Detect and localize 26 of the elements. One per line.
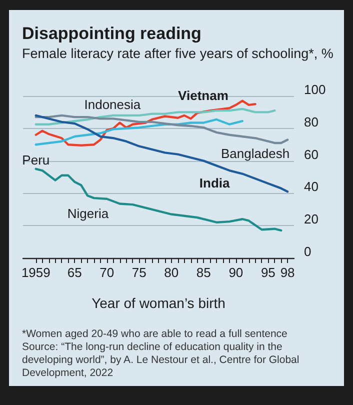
y-tick-label: 60 bbox=[304, 146, 318, 162]
chart-title: Disappointing reading bbox=[22, 24, 202, 44]
y-tick-label: 40 bbox=[304, 179, 318, 194]
x-tick-label: 98 bbox=[280, 265, 295, 280]
x-tick-label: 95 bbox=[260, 265, 276, 280]
series-label: Nigeria bbox=[67, 206, 110, 222]
x-tick-label: 85 bbox=[196, 265, 211, 280]
series-label: Indonesia bbox=[84, 97, 142, 112]
x-tick-label: 80 bbox=[164, 265, 179, 280]
chart-subtitle: Female literacy rate after five years of schooling*, % bbox=[22, 46, 334, 61]
y-tick-label: 80 bbox=[304, 114, 318, 130]
series-label: Peru bbox=[22, 152, 50, 168]
source-note: Source: “The long-run decline of education quality in the developing world”, by A. Le Nestour et al., Centre for Global Development, 2022 bbox=[22, 341, 300, 380]
x-tick-label: 90 bbox=[228, 265, 244, 280]
text: *Women aged 20-49 who are able to read a full sentence bbox=[22, 328, 288, 341]
x-tick-label: 75 bbox=[132, 265, 146, 280]
y-tick-label: 20 bbox=[304, 212, 318, 227]
x-tick-label: 65 bbox=[67, 265, 82, 280]
y-tick-label: 100 bbox=[304, 82, 326, 97]
x-tick-label: 70 bbox=[100, 265, 114, 280]
x-tick-label: 1959 bbox=[21, 265, 50, 280]
x-axis-title: Year of woman’s birth bbox=[92, 295, 226, 311]
series-label: Bangladesh bbox=[220, 146, 290, 162]
y-tick-label: 0 bbox=[304, 244, 312, 259]
series-label: India bbox=[199, 176, 231, 191]
series-label: Vietnam bbox=[178, 88, 228, 104]
